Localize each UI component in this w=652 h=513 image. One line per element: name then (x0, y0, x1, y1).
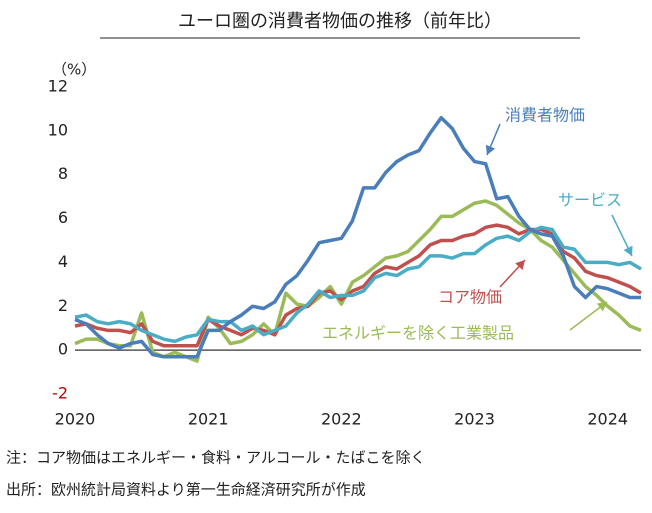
series-label: 消費者物価 (505, 106, 585, 125)
y-axis-label: （%） (52, 61, 96, 79)
series-line (74, 225, 642, 344)
series-label: サービス (558, 191, 622, 210)
series-line (74, 115, 641, 359)
chart-title: ユーロ圏の消費者物価の推移（前年比） (178, 11, 502, 32)
y-tick-label: 6 (58, 208, 68, 227)
y-tick-label: -2 (52, 384, 68, 403)
y-tick-label: 10 (48, 120, 68, 139)
label-arrowhead (596, 302, 607, 312)
x-tick-label: 2021 (188, 410, 229, 429)
series-line (74, 199, 642, 363)
x-tick-label: 2020 (55, 410, 96, 429)
x-tick-label: 2024 (587, 410, 628, 429)
note: 注：コア物価はエネルギー・食料・アルコール・たばこを除く (6, 449, 426, 467)
y-tick-label: 2 (58, 296, 68, 315)
y-tick-label: 12 (48, 77, 68, 96)
label-arrowhead (515, 260, 525, 271)
series-label: コア物価 (438, 288, 502, 307)
y-tick-label: 8 (58, 164, 68, 183)
x-tick-label: 2023 (454, 410, 495, 429)
series-label: エネルギーを除く工業製品 (322, 324, 514, 343)
series-line (74, 223, 642, 348)
label-arrowhead (623, 245, 633, 256)
y-tick-label: 4 (58, 252, 68, 271)
y-tick-label: 0 (58, 340, 68, 359)
x-tick-label: 2022 (321, 410, 362, 429)
label-arrowhead (485, 144, 496, 155)
source: 出所：欧州統計局資料より第一生命経済研究所が作成 (6, 481, 366, 499)
